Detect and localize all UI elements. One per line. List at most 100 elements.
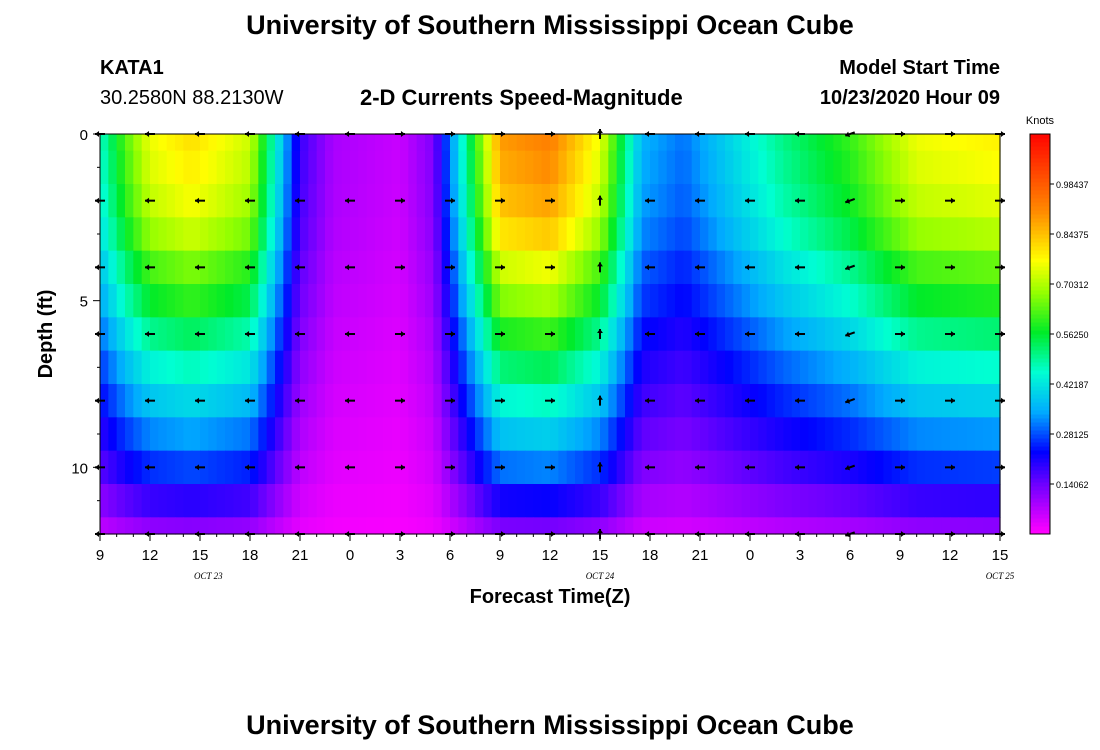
heatmap-cell <box>991 484 1001 518</box>
heatmap-cell <box>116 184 126 218</box>
heatmap-cell <box>916 417 926 452</box>
heatmap-cell <box>666 217 676 252</box>
heatmap-cell <box>700 134 709 152</box>
heatmap-cell <box>383 350 393 385</box>
heatmap-cell <box>300 517 309 535</box>
heatmap-cell <box>516 317 526 352</box>
heatmap-cell <box>116 134 126 152</box>
heatmap-cell <box>466 384 476 418</box>
heatmap-cell <box>416 417 426 452</box>
current-vector-arrow <box>545 464 555 471</box>
heatmap-cell <box>816 217 826 252</box>
x-tick-label: 18 <box>642 547 659 564</box>
heatmap-cell <box>858 134 868 152</box>
heatmap-cell <box>100 284 109 318</box>
heatmap-cell <box>858 350 868 385</box>
heatmap-cell <box>266 217 276 252</box>
heatmap-cell <box>375 217 384 252</box>
model-start-time: 10/23/2020 Hour 09 <box>819 87 1000 109</box>
heatmap-cell <box>858 284 868 318</box>
heatmap-cell <box>616 134 626 152</box>
current-vector-arrow <box>295 264 305 271</box>
heatmap-cell <box>633 517 643 535</box>
heatmap-cell <box>808 134 818 152</box>
heatmap-cell <box>841 317 851 352</box>
heatmap-cell <box>175 384 184 418</box>
colorbar-title: Knots <box>1026 115 1055 127</box>
heatmap-cell <box>716 517 726 535</box>
heatmap-cell <box>541 517 551 535</box>
current-vector-arrow <box>597 262 603 273</box>
heatmap-cell <box>983 184 993 218</box>
heatmap-cell <box>825 284 834 318</box>
heatmap-cell <box>533 284 543 318</box>
heatmap-cell <box>433 284 443 318</box>
heatmap-cell <box>116 384 126 418</box>
heatmap-cell <box>616 517 626 535</box>
heatmap-cell <box>825 384 834 418</box>
heatmap-cell <box>800 350 809 385</box>
heatmap-cell <box>233 184 243 218</box>
heatmap-cell <box>116 217 126 252</box>
heatmap-cell <box>850 417 859 452</box>
heatmap-cell <box>475 450 484 485</box>
heatmap-cell <box>800 134 809 152</box>
heatmap-cell <box>941 217 951 252</box>
heatmap-cell <box>716 450 726 485</box>
heatmap-cell <box>466 250 476 285</box>
heatmap-cell <box>225 450 234 485</box>
heatmap-cell <box>883 384 893 418</box>
heatmap-cell <box>791 150 801 185</box>
heatmap-cell <box>508 384 518 418</box>
heatmap-cell <box>358 250 368 285</box>
heatmap-cell <box>458 150 468 185</box>
heatmap-cell <box>266 317 276 352</box>
heatmap-cell <box>958 134 968 152</box>
heatmap-cell <box>158 134 168 152</box>
heatmap-cell <box>458 134 468 152</box>
heatmap-cell <box>783 517 793 535</box>
heatmap-cell <box>825 150 834 185</box>
heatmap-cell <box>291 150 301 185</box>
heatmap-cell <box>758 317 768 352</box>
heatmap-cell <box>408 217 418 252</box>
heatmap-cell <box>225 517 234 535</box>
heatmap-cell <box>491 484 501 518</box>
heatmap-cell <box>508 484 518 518</box>
heatmap-cell <box>241 484 251 518</box>
heatmap-cell <box>850 284 859 318</box>
heatmap-cell <box>966 134 976 152</box>
heatmap-cell <box>758 350 768 385</box>
heatmap-cell <box>383 417 393 452</box>
heatmap-cell <box>975 517 984 535</box>
heatmap-cell <box>416 284 426 318</box>
heatmap-cell <box>500 517 509 535</box>
heatmap-cell <box>941 350 951 385</box>
heatmap-cell <box>600 484 609 518</box>
heatmap-cell <box>833 384 843 418</box>
heatmap-cell <box>266 350 276 385</box>
heatmap-cell <box>450 134 459 152</box>
heatmap-cell <box>108 150 118 185</box>
heatmap-cell <box>608 150 618 185</box>
heatmap-cell <box>783 484 793 518</box>
heatmap-cell <box>866 350 876 385</box>
heatmap-cell <box>183 184 193 218</box>
heatmap-cell <box>533 150 543 185</box>
heatmap-cell <box>383 450 393 485</box>
heatmap-cell <box>216 450 226 485</box>
heatmap-cell <box>758 284 768 318</box>
heatmap-cell <box>658 184 668 218</box>
heatmap-cell <box>425 284 434 318</box>
current-vector-arrow <box>945 464 955 471</box>
heatmap-cell <box>675 284 684 318</box>
heatmap-cell <box>933 417 943 452</box>
heatmap-cell <box>166 317 176 352</box>
heatmap-cell <box>616 384 626 418</box>
heatmap-cell <box>908 150 918 185</box>
heatmap-cell <box>991 517 1001 535</box>
current-vector-arrow <box>945 397 955 404</box>
heatmap-cell <box>525 350 534 385</box>
heatmap-cell <box>516 384 526 418</box>
current-vector-arrow <box>844 198 856 204</box>
